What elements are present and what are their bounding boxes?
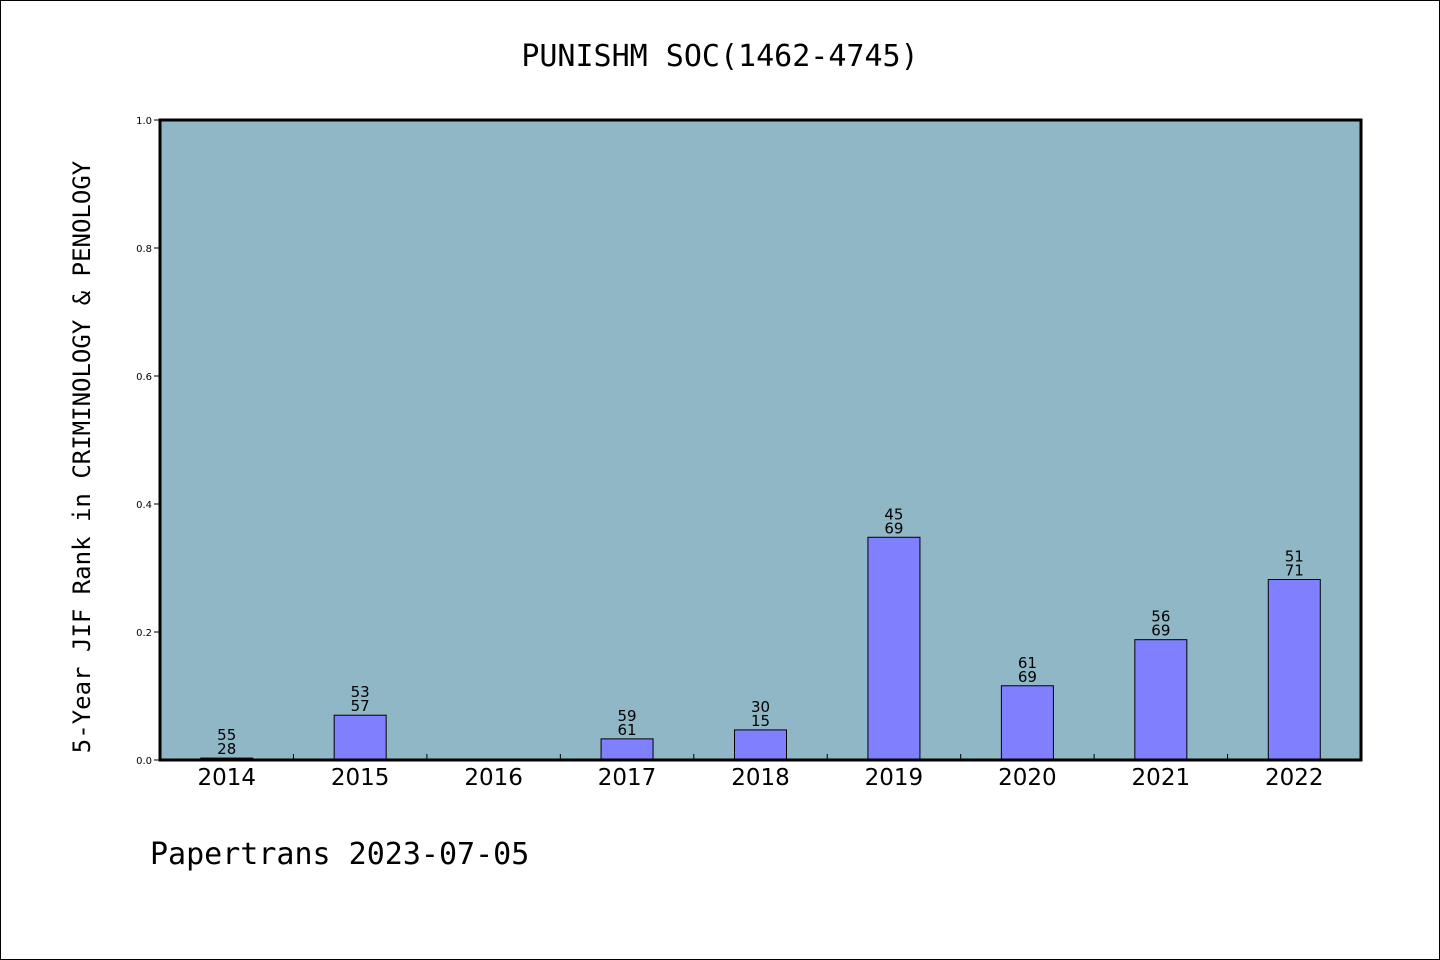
bar-2015	[333, 714, 387, 761]
x-tick-label: 2018	[731, 765, 790, 791]
bar-label-rank: 53	[351, 683, 370, 701]
x-tick-label: 2019	[865, 765, 924, 791]
bar-label-rank: 59	[618, 707, 637, 725]
bar-label-total: 28	[217, 740, 236, 758]
x-tick-label: 2022	[1265, 765, 1324, 791]
x-tick-label: 2016	[464, 765, 523, 791]
bar-label-rank: 45	[884, 505, 903, 523]
bar-label-rank: 51	[1285, 548, 1304, 566]
bar-label-total: 15	[751, 712, 770, 730]
y-tick-label: 0.6	[136, 372, 152, 383]
bar-2018	[734, 729, 787, 761]
bar-2022	[1267, 579, 1321, 761]
bar-2020	[1000, 685, 1054, 761]
y-tick-label: 0.0	[136, 756, 152, 767]
ticks-group: 0.0 0.2 0.4 0.6 0.8 1.0 2014 2015 2016 2017 2018 20…	[136, 116, 1323, 791]
x-tick-label: 2021	[1132, 765, 1191, 791]
bar-2019	[867, 536, 921, 761]
bar-label-total: 71	[1285, 562, 1304, 580]
y-tick-label: 0.2	[136, 628, 152, 639]
x-tick-label: 2020	[998, 765, 1057, 791]
bar-label-rank: 61	[1018, 654, 1037, 672]
y-tick-label: 1.0	[136, 116, 152, 127]
bar-2021	[1134, 639, 1188, 761]
bar-label-total: 69	[884, 519, 903, 537]
bar-label-total: 61	[618, 721, 637, 739]
y-tick-label: 0.8	[136, 244, 152, 255]
footer-text: Papertrans 2023-07-05	[150, 837, 529, 872]
bar-label-total: 69	[1151, 622, 1170, 640]
bar-label-total: 69	[1018, 668, 1037, 686]
y-axis-label: 5-Year JIF Rank in CRIMINOLOGY & PENOLOG…	[68, 160, 96, 753]
x-tick-label: 2014	[197, 765, 256, 791]
bar-label-rank: 55	[217, 726, 236, 744]
x-tick-label: 2017	[598, 765, 657, 791]
plot-border	[158, 118, 1363, 762]
x-tick-label: 2015	[331, 765, 390, 791]
bar-2017	[600, 738, 654, 761]
bar-label-rank: 30	[751, 698, 770, 716]
bar-label-rank: 56	[1151, 608, 1170, 626]
chart-title: PUNISHM SOC(1462-4745)	[521, 39, 918, 74]
bar-label-total: 57	[351, 697, 370, 715]
y-tick-label: 0.4	[136, 500, 152, 511]
